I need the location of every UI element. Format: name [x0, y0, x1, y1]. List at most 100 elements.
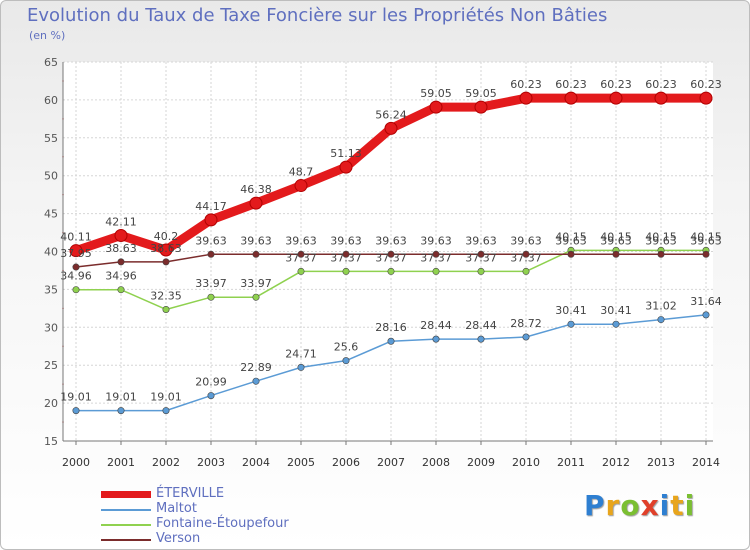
data-point — [297, 250, 305, 258]
x-tick-label: 2000 — [62, 456, 90, 469]
data-point — [609, 91, 623, 105]
data-label: 34.96 — [105, 270, 137, 283]
data-label: 40.15 — [645, 230, 677, 243]
x-tick-label: 2008 — [422, 456, 450, 469]
data-point — [432, 335, 440, 343]
data-label: 37.37 — [285, 251, 317, 264]
data-label: 39.63 — [240, 234, 272, 247]
data-label: 32.35 — [150, 289, 182, 302]
data-point — [72, 407, 80, 415]
x-tick-label: 2004 — [242, 456, 270, 469]
x-tick-label: 2014 — [692, 456, 720, 469]
data-point — [72, 263, 80, 271]
data-label: 44.17 — [195, 200, 227, 213]
data-point — [249, 196, 263, 210]
data-label: 60.23 — [690, 78, 722, 91]
y-tick-label: 55 — [44, 132, 58, 145]
data-point — [294, 179, 308, 193]
data-point — [564, 91, 578, 105]
data-label: 40.2 — [154, 230, 179, 243]
data-label: 39.63 — [555, 234, 587, 247]
data-point — [702, 250, 710, 258]
data-label: 48.7 — [289, 166, 314, 179]
data-label: 39.63 — [330, 234, 362, 247]
data-point — [204, 213, 218, 227]
data-label: 33.97 — [240, 277, 272, 290]
y-tick-label: 25 — [44, 359, 58, 372]
data-label: 39.63 — [510, 234, 542, 247]
data-point — [342, 357, 350, 365]
data-point — [387, 267, 395, 275]
data-label: 37.37 — [420, 251, 452, 264]
data-point — [387, 250, 395, 258]
data-point — [612, 320, 620, 328]
data-label: 60.23 — [600, 78, 632, 91]
data-point — [117, 407, 125, 415]
data-point — [159, 243, 173, 257]
data-label: 28.44 — [420, 319, 452, 332]
data-point — [117, 286, 125, 294]
x-tick-label: 2007 — [377, 456, 405, 469]
x-tick-label: 2001 — [107, 456, 135, 469]
data-label: 24.71 — [285, 347, 317, 360]
data-label: 42.11 — [105, 216, 137, 229]
data-point — [522, 250, 530, 258]
data-point — [567, 320, 575, 328]
chart-subtitle: (en %) — [29, 29, 66, 42]
data-point — [477, 335, 485, 343]
data-label: 40.11 — [60, 231, 92, 244]
data-point — [297, 267, 305, 275]
brand-letter: x — [640, 489, 660, 522]
data-label: 46.38 — [240, 183, 272, 196]
data-label: 39.63 — [420, 234, 452, 247]
data-point — [522, 333, 530, 341]
brand-letter: o — [620, 489, 641, 522]
x-tick-label: 2009 — [467, 456, 495, 469]
data-point — [657, 316, 665, 324]
data-point — [252, 377, 260, 385]
data-label: 28.44 — [465, 319, 497, 332]
data-label: 38.63 — [105, 242, 137, 255]
data-point — [207, 392, 215, 400]
y-tick-label: 15 — [44, 435, 58, 448]
data-point — [162, 258, 170, 266]
data-label: 60.23 — [645, 78, 677, 91]
legend-label-maltot: Maltot — [156, 501, 197, 516]
data-point — [654, 91, 668, 105]
data-label: 40.15 — [600, 230, 632, 243]
data-label: 39.63 — [465, 234, 497, 247]
data-point — [519, 91, 533, 105]
data-label: 19.01 — [60, 391, 92, 404]
data-point — [162, 305, 170, 313]
x-tick-label: 2010 — [512, 456, 540, 469]
data-label: 38.63 — [150, 242, 182, 255]
data-label: 37.37 — [465, 251, 497, 264]
data-point — [342, 250, 350, 258]
legend-label-fontaine-etoupefour: Fontaine-Étoupefour — [156, 516, 289, 531]
x-tick-label: 2013 — [647, 456, 675, 469]
y-tick-label: 35 — [44, 283, 58, 296]
y-tick-label: 50 — [44, 170, 58, 183]
legend-label-verson: Verson — [156, 531, 201, 546]
x-tick-label: 2011 — [557, 456, 585, 469]
data-label: 28.16 — [375, 321, 407, 334]
y-tick-label: 20 — [44, 397, 58, 410]
y-tick-label: 40 — [44, 246, 58, 259]
data-point — [477, 267, 485, 275]
data-label: 20.99 — [195, 376, 227, 389]
data-point — [342, 267, 350, 275]
data-point — [162, 407, 170, 415]
data-label: 59.05 — [420, 87, 452, 100]
data-point — [117, 258, 125, 266]
legend-label-eterville: ÉTERVILLE — [156, 486, 225, 501]
data-point — [207, 293, 215, 301]
y-tick-label: 45 — [44, 208, 58, 221]
legend-swatch-verson — [101, 539, 151, 541]
data-point — [612, 250, 620, 258]
data-label: 51.13 — [330, 147, 362, 160]
x-tick-label: 2005 — [287, 456, 315, 469]
brand-letter: t — [670, 489, 685, 522]
y-tick-label: 60 — [44, 94, 58, 107]
